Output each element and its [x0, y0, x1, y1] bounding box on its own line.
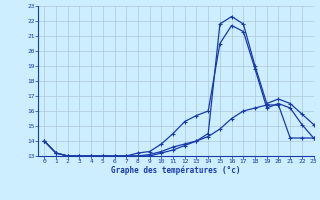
X-axis label: Graphe des températures (°c): Graphe des températures (°c): [111, 166, 241, 175]
